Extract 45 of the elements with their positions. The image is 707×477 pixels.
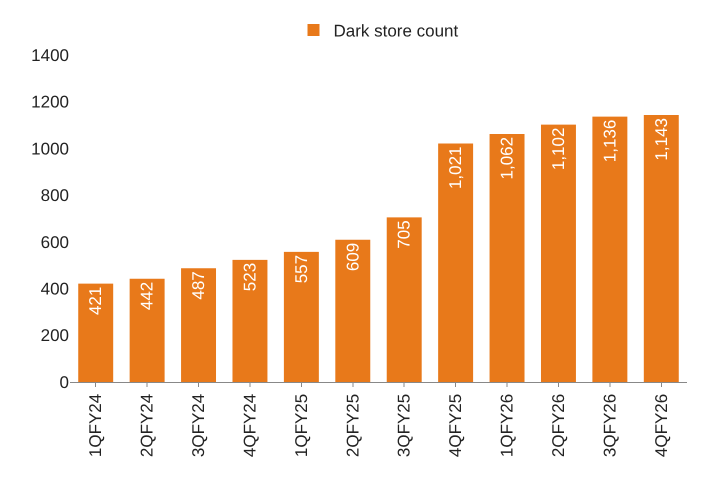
bar [181, 268, 216, 382]
data-label: 1,062 [498, 136, 517, 180]
legend-label: Dark store count [334, 22, 458, 41]
x-tick-label: 3QFY25 [394, 394, 414, 458]
data-label: 442 [138, 282, 157, 310]
data-label: 487 [189, 271, 208, 300]
x-tick-label: 2QFY25 [343, 394, 362, 458]
y-tick-label: 0 [60, 372, 69, 392]
data-label: 1,102 [548, 128, 568, 170]
data-label: 421 [86, 286, 106, 316]
x-tick-label: 1QFY24 [86, 394, 106, 458]
data-label: 1,021 [446, 146, 466, 190]
bar [78, 284, 114, 382]
bar [284, 252, 319, 382]
data-label: 705 [394, 220, 414, 249]
data-label: 557 [292, 254, 311, 284]
x-tick-label: 2QFY24 [138, 394, 157, 458]
bar [335, 240, 370, 382]
bar [540, 124, 576, 382]
data-label: 1,136 [600, 120, 620, 162]
x-tick-label: 4QFY24 [240, 394, 260, 458]
bar [386, 217, 422, 382]
data-label: 1,143 [652, 118, 671, 161]
x-tick-label: 1QFY25 [292, 394, 311, 458]
y-tick-label: 800 [40, 186, 69, 206]
bar [490, 134, 525, 382]
x-tick-label: 4QFY25 [446, 394, 466, 458]
data-label: 523 [240, 262, 260, 292]
x-tick-label: 2QFY26 [548, 394, 568, 458]
x-tick-label: 3QFY26 [600, 394, 620, 458]
x-tick-label: 3QFY24 [189, 394, 208, 458]
bar [438, 144, 474, 382]
y-tick-label: 1400 [31, 46, 69, 65]
x-tick-label: 1QFY26 [498, 394, 517, 458]
y-tick-label: 1000 [31, 139, 69, 158]
bar [644, 115, 679, 382]
bar [592, 116, 628, 382]
y-tick-label: 200 [40, 326, 69, 346]
bar [130, 278, 165, 382]
y-tick-label: 600 [40, 232, 69, 252]
x-tick-label: 4QFY26 [652, 394, 671, 458]
y-tick-label: 400 [40, 280, 69, 299]
y-tick-label: 1200 [31, 92, 69, 112]
data-label: 609 [343, 242, 362, 272]
bar [232, 260, 268, 382]
